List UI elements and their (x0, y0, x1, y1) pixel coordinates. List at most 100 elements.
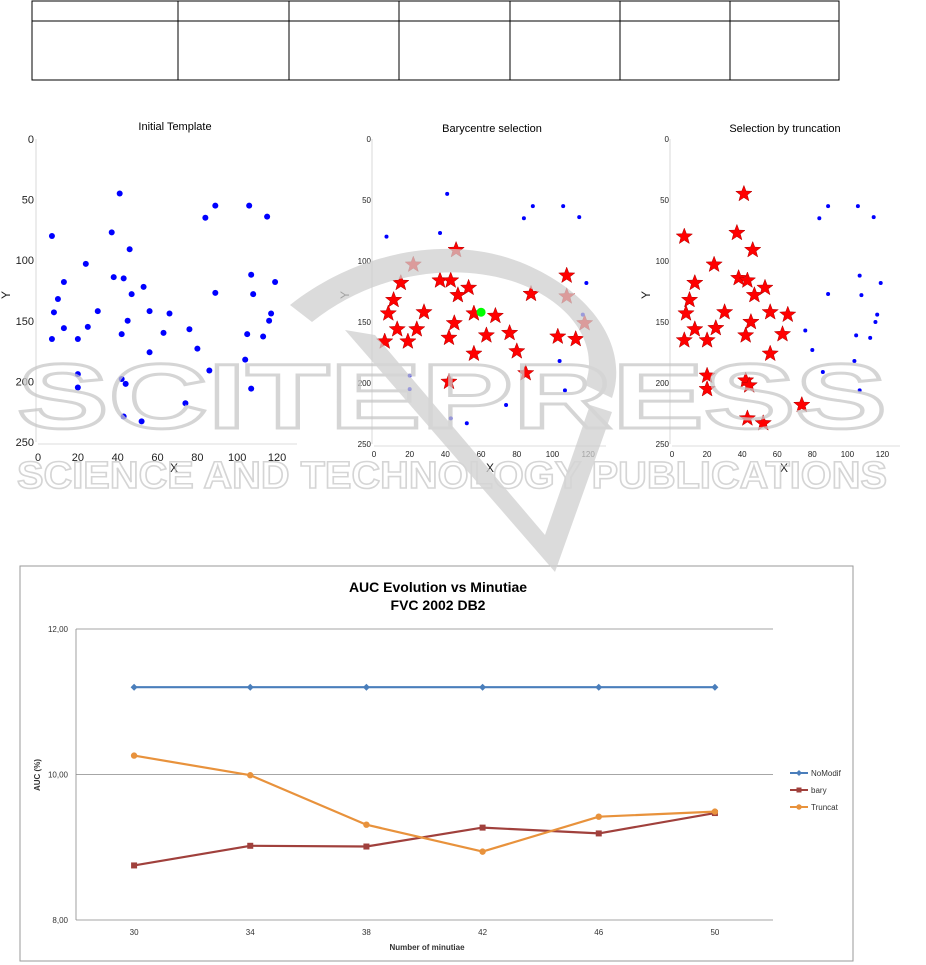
auc-line-chart: AUC Evolution vs Minutiae FVC 2002 DB2 N… (19, 565, 854, 962)
scatter-point (855, 204, 860, 209)
scatter-point (212, 202, 219, 209)
scatter-point (54, 295, 61, 302)
star-point (375, 332, 394, 349)
x-tick-label: 120 (268, 452, 286, 464)
star-point (698, 331, 716, 348)
scatter-point (561, 204, 566, 209)
x-axis-label: X (486, 461, 494, 475)
star-point (379, 304, 398, 321)
x-tick-label: 38 (362, 928, 371, 937)
scatter-point (464, 421, 469, 426)
star-point (754, 414, 772, 431)
x-tick-label: 120 (876, 450, 890, 459)
scatter-point (859, 293, 864, 298)
scatter-point (110, 274, 117, 281)
legend-marker (796, 787, 802, 793)
x-tick-label: 100 (546, 450, 560, 459)
x-tick-label: 60 (151, 452, 163, 464)
x-tick-label: 60 (773, 450, 782, 459)
star-point (756, 278, 774, 296)
scatter-title: Selection by truncation (729, 123, 840, 135)
star-point (566, 329, 585, 347)
y-axis-label: AUC (%) (33, 759, 42, 791)
scatter-point (266, 317, 273, 324)
scatter-point (84, 323, 91, 330)
y-tick-label: 50 (660, 196, 669, 205)
scatter-point (857, 273, 862, 278)
star-point (465, 344, 483, 362)
legend-label: bary (811, 786, 827, 795)
y-tick-label: 200 (16, 376, 34, 388)
star-point (736, 326, 755, 343)
scatter-point (166, 310, 173, 317)
y-tick-label: 0 (367, 135, 372, 144)
star-point (508, 342, 526, 359)
scatter-point (212, 289, 219, 296)
data-point-circle (711, 808, 719, 815)
scatter-point (826, 291, 831, 296)
scatter-initial-template: Initial Template X Y 0 20 40 60 80 100 120 0 50 1… (0, 121, 297, 475)
star-point (686, 273, 704, 291)
scatter-point (562, 388, 567, 393)
scatter-point (244, 331, 251, 338)
scatter-title: Barycentre selection (442, 123, 542, 135)
line-chart-marks: 8,00 10,00 12,00 30 34 38 42 46 50 (48, 625, 773, 937)
y-axis-label: Y (0, 291, 13, 299)
star-point (738, 409, 757, 426)
x-axis-label: X (170, 461, 178, 475)
x-tick-label: 80 (191, 452, 203, 464)
scatter-point (246, 202, 253, 209)
star-point (449, 285, 467, 303)
series-line-truncat (133, 754, 715, 853)
scatter-point (577, 215, 582, 220)
star-point (442, 271, 460, 288)
x-tick-label: 20 (405, 450, 414, 459)
star-point (761, 302, 779, 320)
scatter-point (857, 388, 862, 393)
scatter-point (124, 317, 131, 324)
star-point (743, 240, 762, 258)
scatter-point (160, 329, 167, 336)
scatter-point (584, 280, 589, 285)
scatter-point (186, 326, 193, 333)
scatter-point (120, 275, 127, 282)
star-point (388, 320, 406, 337)
data-point-square (131, 862, 138, 869)
scatter-point (48, 232, 55, 239)
scatter-point (810, 348, 815, 353)
scatter-point (852, 359, 857, 364)
scatter-point (260, 333, 267, 340)
star-point (686, 320, 704, 337)
x-tick-label: 30 (130, 928, 139, 937)
scatter-point (118, 331, 125, 338)
y-tick-label: 12,00 (48, 625, 69, 634)
scatter-point (264, 213, 271, 220)
x-tick-label: 100 (841, 450, 855, 459)
star-point (728, 223, 746, 241)
data-point-diamond (711, 683, 719, 691)
scatter-point (873, 320, 878, 324)
x-tick-label: 80 (512, 450, 521, 459)
scatter-point (530, 204, 535, 209)
data-point-diamond (246, 683, 254, 691)
data-point-circle (479, 848, 486, 855)
legend-label: Truncat (811, 803, 839, 812)
star-point (761, 344, 779, 362)
star-point (500, 323, 519, 341)
chart-title: AUC Evolution vs Minutiae (349, 579, 527, 595)
star-point (715, 302, 734, 320)
star-point (486, 306, 505, 324)
x-tick-label: 80 (808, 450, 817, 459)
y-tick-label: 150 (656, 318, 670, 327)
y-tick-label: 10,00 (48, 771, 69, 780)
star-point (558, 266, 576, 284)
scatter-point (94, 308, 101, 315)
scatter-point (122, 380, 129, 387)
legend-label: NoModif (811, 769, 842, 778)
data-point-circle (247, 772, 254, 779)
scatter-point (138, 418, 145, 425)
scatter-point (248, 271, 255, 278)
scatter-point (48, 335, 55, 342)
star-point (680, 290, 699, 308)
